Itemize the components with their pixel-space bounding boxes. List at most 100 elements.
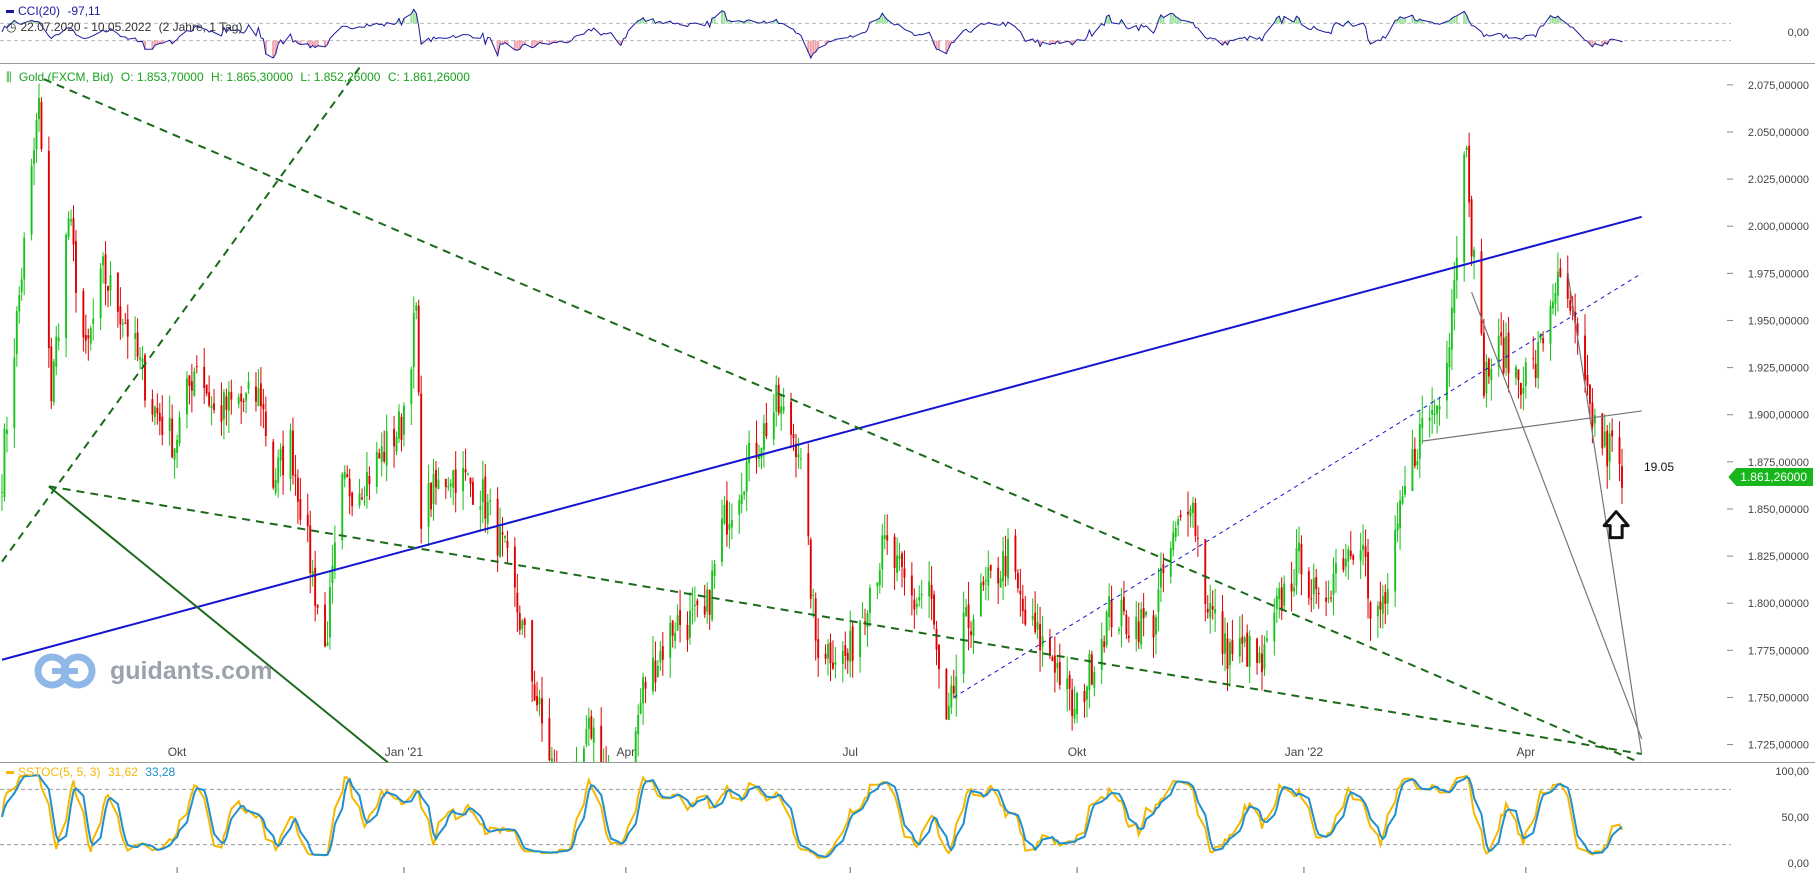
date-range-legend[interactable]: ◷ 22.07.2020 - 10.05.2022 (2 Jahre, 1 Tag…: [6, 20, 246, 34]
candle: [972, 614, 975, 655]
candle: [1145, 610, 1148, 618]
candle: [920, 579, 923, 609]
candle: [398, 404, 400, 443]
price-legend[interactable]: ⫼ Gold (FXCM, Bid) O: 1.853,70000 H: 1.8…: [6, 70, 474, 85]
date-annotation[interactable]: 19.05: [1644, 460, 1675, 474]
candle: [506, 530, 509, 564]
cci-legend[interactable]: CCI(20) -97,11: [6, 4, 105, 18]
candle-body: [484, 476, 487, 519]
candle: [984, 566, 987, 601]
candle-body: [351, 492, 354, 507]
candle-body: [134, 333, 137, 339]
candle: [1300, 535, 1303, 596]
candle: [72, 205, 75, 262]
candle-body: [188, 375, 191, 386]
candle-body: [121, 323, 124, 325]
candle: [876, 582, 879, 600]
candle: [210, 396, 213, 426]
candle: [1394, 515, 1397, 608]
candle: [1058, 643, 1061, 690]
candle: [696, 598, 699, 618]
candle-body: [915, 603, 918, 608]
candle-body: [876, 582, 879, 587]
candle: [955, 654, 958, 717]
candle-body: [1265, 638, 1268, 641]
candle: [1335, 548, 1337, 593]
candle: [585, 715, 588, 748]
candle: [711, 560, 714, 622]
candle-body: [57, 337, 60, 342]
candle: [1404, 466, 1406, 498]
candle: [1221, 594, 1224, 666]
candle: [1021, 584, 1024, 624]
candle-body: [1085, 686, 1088, 700]
candle: [541, 676, 543, 742]
candle-body: [982, 581, 985, 586]
candle-body: [15, 310, 18, 355]
candle: [361, 488, 363, 501]
candle: [23, 232, 26, 296]
candle: [861, 602, 864, 619]
candle: [188, 375, 191, 405]
candle: [499, 507, 502, 558]
candle-body: [383, 451, 386, 462]
candle-body: [1534, 363, 1537, 378]
candle-body: [333, 542, 336, 571]
candle-body: [1021, 598, 1024, 612]
candle-body: [644, 681, 647, 689]
candle-body: [696, 600, 699, 606]
candle-body: [1517, 369, 1520, 381]
candle: [213, 389, 216, 414]
candle: [259, 367, 262, 427]
candle: [1552, 283, 1554, 315]
candle-body: [979, 582, 982, 617]
candle-body: [20, 279, 23, 293]
candle: [1367, 539, 1369, 619]
candle-body: [1569, 300, 1572, 312]
candle: [109, 261, 112, 307]
candle: [158, 403, 161, 436]
candle-body: [496, 498, 499, 556]
candle-body: [126, 319, 129, 337]
candle: [13, 338, 16, 448]
candle-body: [807, 453, 810, 537]
candle: [75, 230, 77, 313]
candle: [1238, 616, 1241, 664]
candle: [1362, 524, 1365, 566]
candle: [1482, 318, 1485, 399]
candle: [417, 299, 420, 396]
candle-body: [1, 491, 3, 493]
candle: [723, 496, 726, 525]
price-chart[interactable]: 2.075,00000 2.050,00000 2.025,00000 2.000,0…: [0, 64, 1815, 762]
candle-body: [533, 684, 536, 701]
candle: [1002, 536, 1005, 601]
candle-body: [918, 597, 921, 601]
candle: [452, 469, 455, 506]
candle: [410, 366, 413, 426]
cci-indicator-value: -97,11: [67, 4, 101, 18]
candle: [1532, 336, 1535, 370]
y-axis-label: 1.725,00000: [1748, 740, 1809, 752]
candle-body: [385, 430, 388, 466]
candle: [1036, 603, 1039, 640]
candle: [550, 747, 553, 762]
stoch-color-swatch: [6, 771, 14, 775]
y-axis-label: 1.750,00000: [1748, 692, 1809, 704]
candle-body: [585, 729, 588, 745]
candle: [444, 478, 447, 499]
candle-body: [501, 532, 504, 535]
candle: [119, 287, 122, 340]
candle-body: [23, 237, 26, 280]
candle-body: [1480, 251, 1483, 334]
candle-body: [1352, 555, 1355, 560]
stoch-legend[interactable]: SSTOC(5, 5, 3) 31,62 33,28: [6, 765, 179, 779]
candle-body: [1463, 154, 1466, 263]
candle: [1174, 521, 1177, 542]
candle-body: [950, 685, 953, 708]
candle-body: [1105, 611, 1108, 646]
cci-line: [1, 8, 1623, 60]
candle-body: [516, 592, 519, 613]
candle: [52, 358, 55, 406]
candle-body: [521, 620, 524, 629]
candle-body: [1500, 332, 1503, 337]
